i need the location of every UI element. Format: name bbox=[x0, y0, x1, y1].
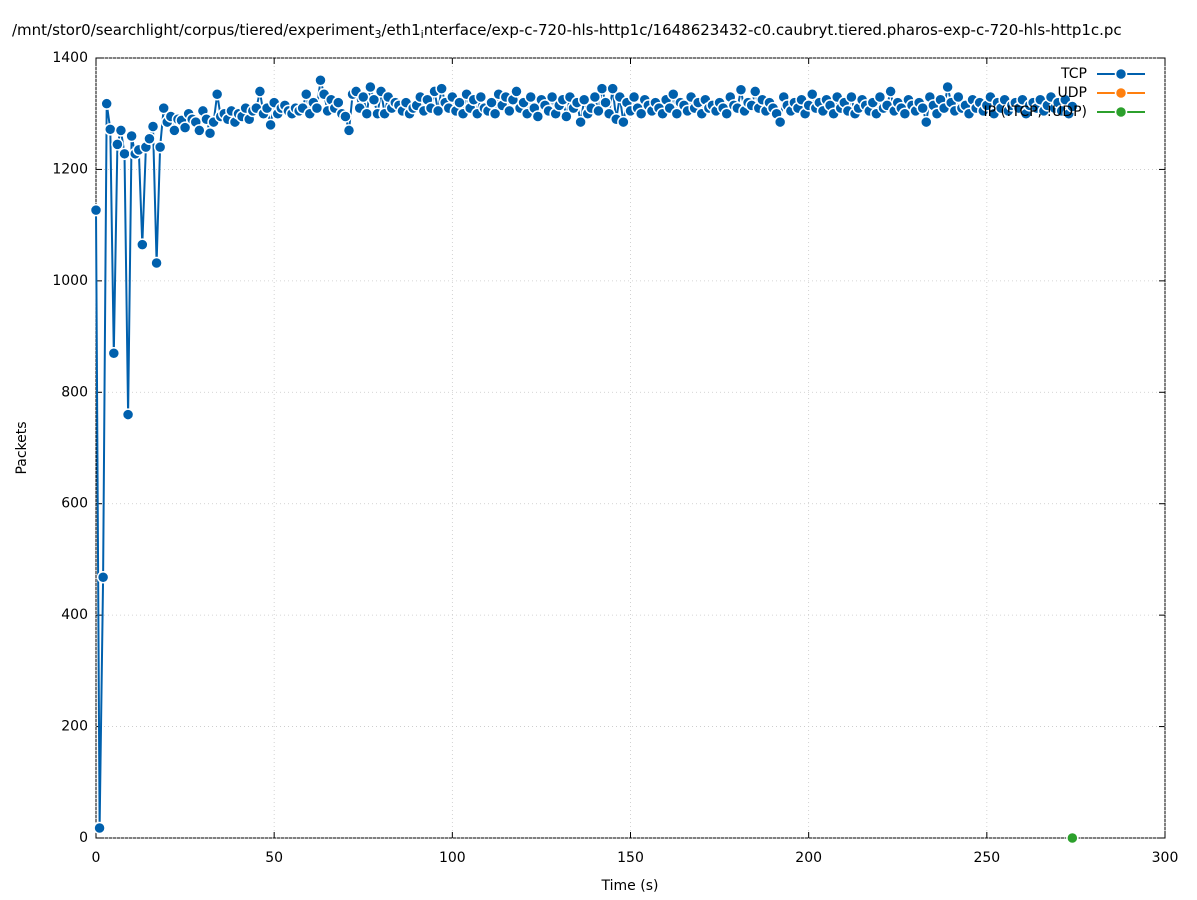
data-point bbox=[773, 115, 787, 129]
data-point bbox=[617, 115, 630, 129]
data-point bbox=[193, 124, 206, 137]
legend-marker bbox=[1114, 105, 1128, 119]
data-point bbox=[153, 140, 167, 154]
data-point bbox=[143, 132, 156, 146]
chart-title: /mnt/stor0/searchlight/corpus/tiered/exp… bbox=[12, 21, 1122, 42]
data-point bbox=[150, 256, 163, 270]
legend-label: UDP bbox=[1058, 85, 1087, 101]
data-point bbox=[920, 115, 933, 129]
data-point bbox=[606, 82, 619, 95]
y-axis-label: Packets bbox=[14, 421, 30, 474]
x-axis-label: Time (s) bbox=[601, 878, 659, 894]
data-point bbox=[203, 126, 217, 140]
data-point bbox=[310, 101, 324, 115]
data-point bbox=[435, 82, 448, 95]
data-point bbox=[114, 124, 128, 137]
data-point bbox=[360, 107, 374, 120]
series-line bbox=[95, 80, 1074, 829]
data-point bbox=[342, 124, 356, 137]
y-tick-label: 800 bbox=[61, 384, 88, 400]
data-point bbox=[524, 90, 537, 104]
data-point bbox=[96, 571, 110, 584]
data-point bbox=[720, 107, 733, 120]
data-point bbox=[107, 347, 121, 360]
y-tick-label: 1400 bbox=[52, 50, 88, 66]
data-point bbox=[595, 82, 609, 95]
data-point bbox=[168, 124, 181, 137]
y-tick-label: 1200 bbox=[52, 161, 88, 177]
data-point bbox=[136, 238, 149, 251]
title-subscript: 3 bbox=[374, 28, 381, 41]
data-point bbox=[748, 85, 762, 98]
data-point bbox=[264, 118, 277, 132]
data-point bbox=[941, 80, 954, 94]
data-point bbox=[118, 147, 131, 161]
data-point bbox=[210, 87, 224, 101]
legend-marker bbox=[1114, 86, 1128, 100]
data-point bbox=[574, 115, 587, 129]
data-point bbox=[93, 821, 106, 835]
data-point bbox=[111, 138, 124, 151]
title-part: nterface/exp-c-720-hls-http1c/1648623432… bbox=[424, 21, 1122, 39]
x-tick-label: 250 bbox=[973, 850, 1000, 866]
data-point bbox=[952, 90, 965, 104]
y-tick-label: 200 bbox=[61, 719, 88, 735]
data-point bbox=[121, 408, 135, 421]
data-point bbox=[339, 110, 352, 123]
data-point bbox=[178, 121, 192, 134]
title-part: /eth1 bbox=[381, 21, 420, 39]
data-point bbox=[560, 110, 573, 123]
title-part: /mnt/stor0/searchlight/corpus/tiered/exp… bbox=[12, 21, 375, 39]
data-point bbox=[531, 110, 545, 123]
data-point bbox=[503, 104, 516, 118]
data-point bbox=[884, 85, 897, 98]
data-point bbox=[357, 90, 370, 104]
legend-label: IP (!TCP, !UDP) bbox=[984, 104, 1088, 120]
data-point bbox=[367, 93, 381, 107]
data-point bbox=[1066, 831, 1079, 845]
legend-label: TCP bbox=[1060, 66, 1087, 82]
data-point bbox=[253, 85, 267, 98]
x-tick-label: 150 bbox=[617, 850, 644, 866]
data-point bbox=[488, 107, 502, 120]
data-point bbox=[734, 83, 748, 97]
data-point bbox=[627, 90, 641, 104]
data-point bbox=[332, 96, 345, 109]
x-tick-label: 300 bbox=[1152, 850, 1179, 866]
data-point bbox=[805, 87, 819, 101]
data-point bbox=[104, 123, 117, 136]
title-subscript: i bbox=[421, 28, 424, 41]
data-point bbox=[474, 90, 488, 104]
data-point bbox=[89, 203, 103, 217]
data-point bbox=[916, 101, 929, 115]
data-point bbox=[453, 96, 466, 109]
data-point bbox=[1066, 100, 1079, 113]
data-point bbox=[599, 96, 612, 109]
x-tick-label: 200 bbox=[795, 850, 822, 866]
data-point bbox=[364, 80, 377, 94]
data-point bbox=[873, 90, 887, 104]
data-point bbox=[845, 90, 858, 104]
data-point bbox=[667, 87, 680, 101]
data-point bbox=[146, 120, 160, 133]
y-tick-label: 600 bbox=[61, 496, 88, 512]
data-point bbox=[588, 90, 602, 104]
x-tick-label: 100 bbox=[439, 850, 466, 866]
data-point bbox=[314, 74, 327, 87]
data-point bbox=[100, 97, 113, 110]
x-tick-label: 50 bbox=[265, 850, 283, 866]
data-point bbox=[510, 85, 523, 98]
data-point bbox=[299, 87, 313, 101]
y-tick-label: 0 bbox=[79, 830, 88, 846]
legend-marker bbox=[1114, 67, 1128, 81]
x-tick-label: 0 bbox=[92, 850, 101, 866]
data-point bbox=[125, 129, 138, 143]
y-tick-label: 1000 bbox=[52, 273, 88, 289]
data-point bbox=[157, 101, 170, 115]
y-tick-label: 400 bbox=[61, 607, 88, 623]
